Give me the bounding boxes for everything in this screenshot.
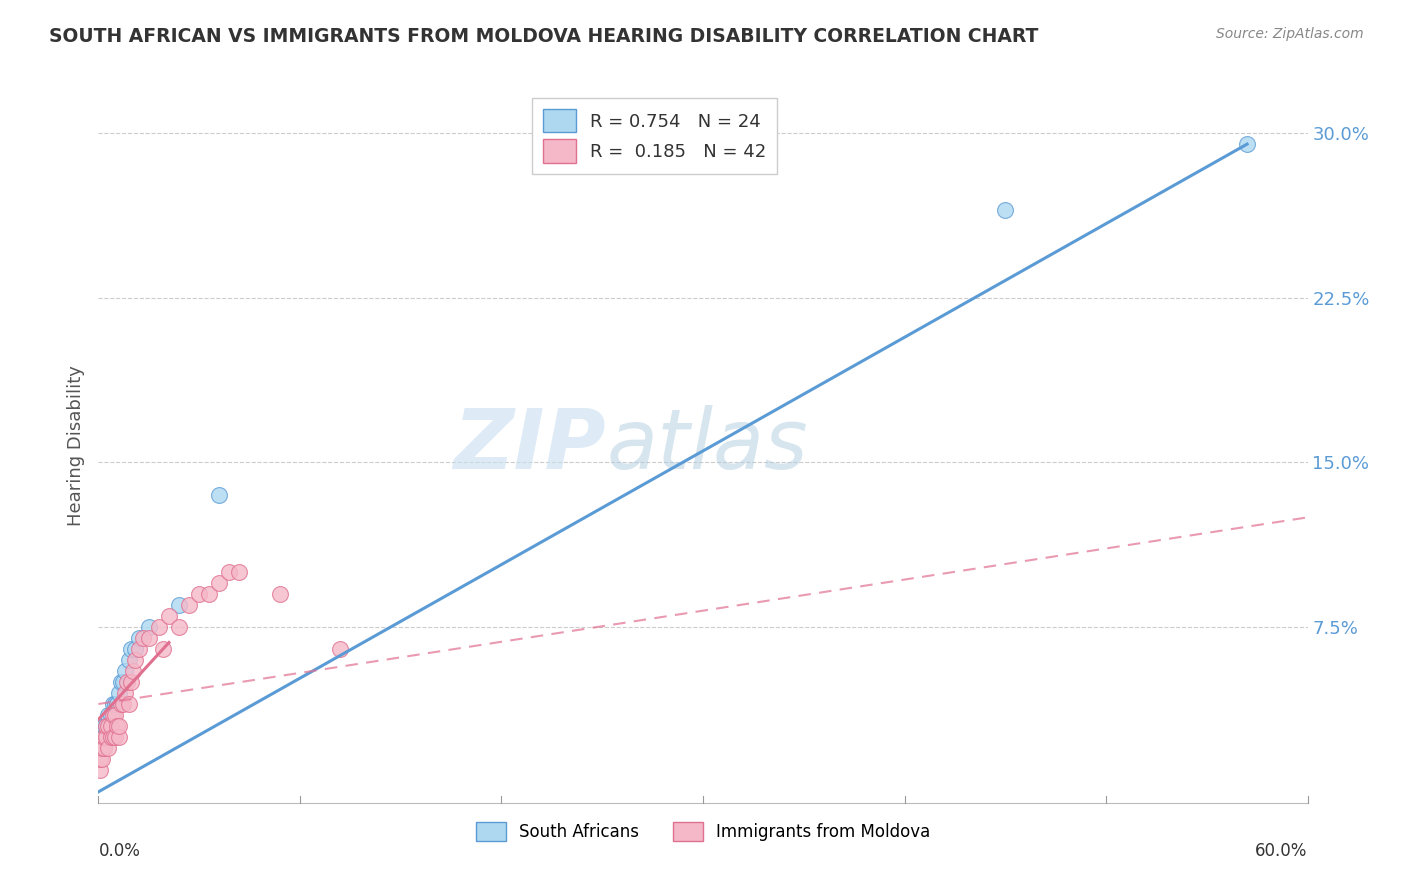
- Point: [101, 730, 124, 744]
- Point: [124, 642, 146, 657]
- Point: [118, 653, 141, 667]
- Text: ZIP: ZIP: [454, 406, 606, 486]
- Point: [96, 719, 118, 733]
- Point: [89, 740, 111, 755]
- Point: [100, 708, 122, 723]
- Point: [97, 719, 120, 733]
- Point: [100, 719, 122, 733]
- Point: [103, 730, 125, 744]
- Point: [91, 752, 114, 766]
- Text: atlas: atlas: [606, 406, 808, 486]
- Point: [120, 675, 142, 690]
- Point: [93, 730, 115, 744]
- Y-axis label: Hearing Disability: Hearing Disability: [66, 366, 84, 526]
- Point: [111, 675, 134, 690]
- Point: [179, 598, 201, 612]
- Point: [97, 740, 120, 755]
- Point: [132, 631, 155, 645]
- Point: [110, 675, 132, 690]
- Point: [110, 697, 132, 711]
- Point: [91, 740, 114, 755]
- Point: [167, 620, 190, 634]
- Point: [107, 730, 129, 744]
- Point: [157, 609, 180, 624]
- Point: [107, 719, 129, 733]
- Point: [93, 740, 115, 755]
- Point: [107, 686, 129, 700]
- Point: [208, 488, 231, 502]
- Point: [148, 620, 170, 634]
- Legend: South Africans, Immigrants from Moldova: South Africans, Immigrants from Moldova: [470, 815, 936, 848]
- Point: [111, 697, 134, 711]
- Point: [103, 708, 125, 723]
- Point: [218, 566, 240, 580]
- Point: [93, 730, 115, 744]
- Point: [1236, 137, 1258, 152]
- Point: [97, 708, 120, 723]
- Point: [208, 576, 231, 591]
- Point: [105, 697, 128, 711]
- Point: [121, 664, 143, 678]
- Point: [100, 730, 122, 744]
- Point: [105, 719, 128, 733]
- Point: [89, 752, 111, 766]
- Text: 0.0%: 0.0%: [98, 842, 141, 860]
- Point: [120, 642, 142, 657]
- Point: [152, 642, 174, 657]
- Text: 60.0%: 60.0%: [1256, 842, 1308, 860]
- Text: SOUTH AFRICAN VS IMMIGRANTS FROM MOLDOVA HEARING DISABILITY CORRELATION CHART: SOUTH AFRICAN VS IMMIGRANTS FROM MOLDOVA…: [49, 27, 1039, 45]
- Point: [128, 642, 150, 657]
- Point: [128, 631, 150, 645]
- Point: [329, 642, 352, 657]
- Point: [101, 697, 124, 711]
- Point: [188, 587, 211, 601]
- Point: [96, 719, 118, 733]
- Point: [138, 631, 160, 645]
- Point: [124, 653, 146, 667]
- Point: [103, 697, 125, 711]
- Point: [115, 675, 138, 690]
- Point: [167, 598, 190, 612]
- Point: [89, 763, 111, 777]
- Point: [198, 587, 221, 601]
- Point: [91, 730, 114, 744]
- Point: [96, 730, 118, 744]
- Point: [93, 719, 115, 733]
- Point: [97, 719, 120, 733]
- Point: [138, 620, 160, 634]
- Point: [114, 686, 136, 700]
- Point: [269, 587, 291, 601]
- Point: [228, 566, 250, 580]
- Text: Source: ZipAtlas.com: Source: ZipAtlas.com: [1216, 27, 1364, 41]
- Point: [994, 202, 1017, 217]
- Point: [101, 708, 124, 723]
- Point: [114, 664, 136, 678]
- Point: [118, 697, 141, 711]
